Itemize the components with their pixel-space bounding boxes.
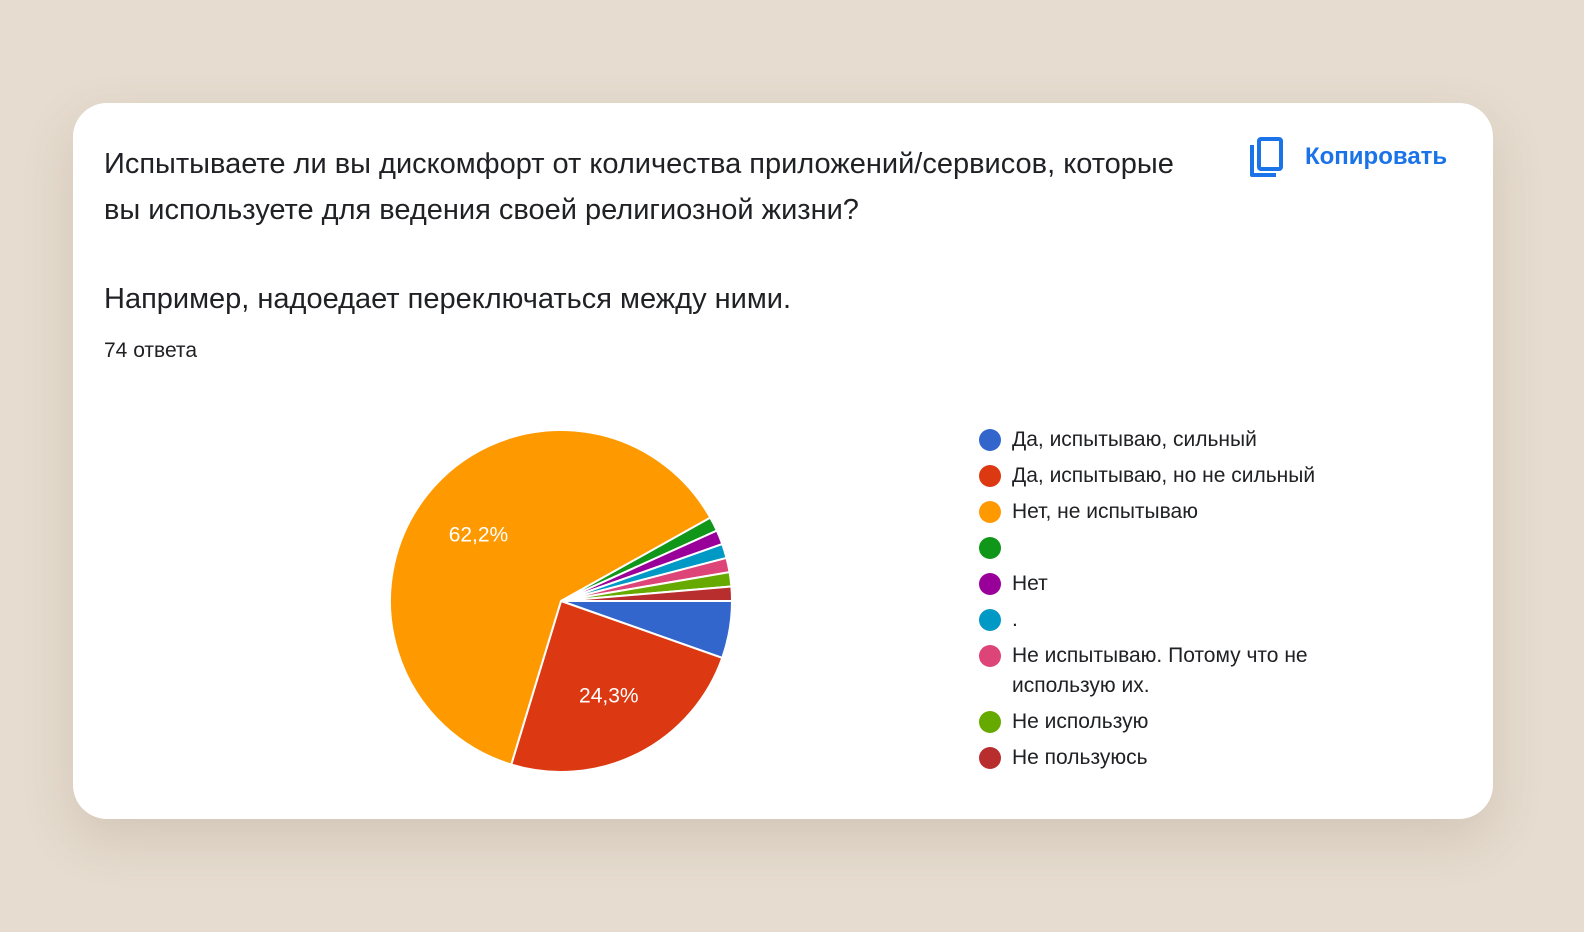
pie-chart: 24,3% 62,2% xyxy=(389,429,734,773)
legend-swatch xyxy=(979,573,1001,595)
legend-label: Нет, не испытываю xyxy=(1012,500,1198,523)
response-count: 74 ответа xyxy=(104,339,197,362)
legend-item: Не использую xyxy=(979,707,1399,737)
legend-swatch xyxy=(979,429,1001,451)
legend-item xyxy=(979,533,1399,563)
pie-data-label-2: 62,2% xyxy=(449,523,509,546)
legend-label: Не пользуюсь xyxy=(1012,746,1148,769)
legend-item: Да, испытываю, сильный xyxy=(979,425,1399,455)
legend-item: Не пользуюсь xyxy=(979,743,1399,773)
legend-label: Не испытываю. Потому что не использую их… xyxy=(1012,644,1308,697)
pie-slice-2 xyxy=(389,429,712,766)
question-title: Испытываете ли вы дискомфорт от количест… xyxy=(104,148,1174,226)
pie-slice-1 xyxy=(509,599,724,773)
legend-item: Да, испытываю, но не сильный xyxy=(979,461,1399,491)
legend-swatch xyxy=(979,537,1001,559)
legend-swatch xyxy=(979,501,1001,523)
legend-item: . xyxy=(979,605,1399,635)
pie-data-label-1: 24,3% xyxy=(579,685,639,708)
legend-swatch xyxy=(979,465,1001,487)
legend-label: Да, испытываю, но не сильный xyxy=(1012,464,1316,487)
legend-swatch xyxy=(979,747,1001,769)
copy-icon xyxy=(1249,137,1285,177)
pie-slice-8 xyxy=(560,585,734,602)
chart-legend: Да, испытываю, сильный Да, испытываю, но … xyxy=(979,425,1399,779)
legend-label: . xyxy=(1012,608,1018,631)
legend-item: Нет, не испытываю xyxy=(979,497,1399,527)
legend-item: Нет xyxy=(979,569,1399,599)
legend-swatch xyxy=(979,711,1001,733)
legend-label: Да, испытываю, сильный xyxy=(1012,428,1257,451)
legend-label: Не использую xyxy=(1012,710,1149,733)
legend-swatch xyxy=(979,645,1001,667)
copy-button[interactable]: Копировать xyxy=(1249,137,1447,177)
question-card: Испытываете ли вы дискомфорт от количест… xyxy=(73,103,1493,819)
legend-swatch xyxy=(979,609,1001,631)
legend-item: Не испытываю. Потому что не использую их… xyxy=(979,641,1399,701)
legend-label: Нет xyxy=(1012,572,1048,595)
copy-label: Копировать xyxy=(1305,143,1448,170)
question-subtitle: Например, надоедает переключаться между … xyxy=(104,283,792,315)
